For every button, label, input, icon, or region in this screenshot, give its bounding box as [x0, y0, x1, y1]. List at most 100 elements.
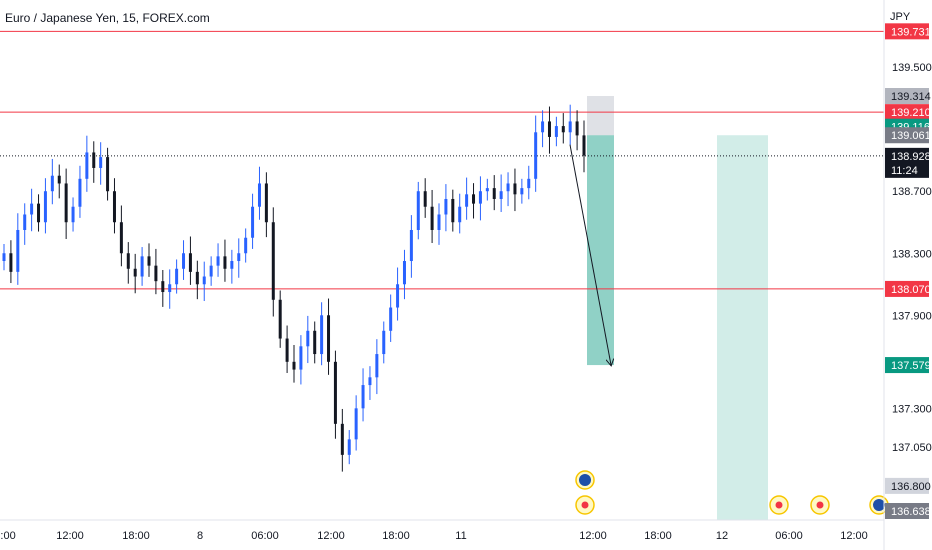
candle-body	[492, 188, 496, 199]
forecast-arrow	[569, 144, 611, 365]
price-badge-label: 138.070	[891, 284, 931, 296]
x-tick-label: 8	[197, 530, 203, 542]
candle-body	[133, 268, 137, 277]
x-tick-label: 12:00	[579, 530, 607, 542]
price-badge	[885, 88, 929, 104]
levels-layer	[0, 30, 884, 290]
candle-body	[264, 183, 268, 223]
candle-body	[244, 237, 248, 254]
price-badge-label: 137.579	[891, 360, 931, 372]
x-tick-label: 6:00	[0, 530, 16, 542]
x-tick-label: 18:00	[644, 530, 672, 542]
candle-body	[361, 385, 365, 409]
candle-body	[278, 299, 282, 339]
position-target-zone	[587, 135, 614, 366]
candle-body	[402, 261, 406, 285]
countdown-label: 11:24	[891, 165, 918, 177]
candle-body	[50, 175, 54, 192]
candle-body	[320, 315, 324, 355]
candle-body	[396, 284, 400, 308]
candle-body	[347, 439, 351, 455]
candle-body	[472, 194, 476, 204]
time-axis[interactable]: 6:00 12:00 18:00 8 06:00 12:00 18:00 11 12:00 18:…	[0, 530, 868, 542]
candle-body	[451, 198, 455, 223]
x-tick-label: 12:00	[840, 530, 868, 542]
candle-body	[506, 183, 510, 192]
candle-body	[437, 214, 441, 230]
candle-body	[2, 253, 6, 262]
candle-body	[478, 191, 482, 204]
candle-body	[271, 222, 275, 300]
candle-body	[161, 281, 165, 293]
candle-body	[513, 183, 517, 195]
candle-body	[368, 377, 372, 386]
current-price-label: 138.928	[891, 151, 931, 163]
candle-body	[37, 203, 41, 223]
candle-body	[182, 253, 186, 269]
candle-body	[416, 191, 420, 230]
price-axis[interactable]: 139.500 138.700 138.300 137.900 137.300 137.0…	[885, 23, 932, 519]
candle-body	[327, 315, 331, 362]
x-tick-label: 06:00	[775, 530, 803, 542]
candle-body	[112, 191, 116, 223]
event-dot-3-icon	[816, 501, 824, 509]
candle-body	[216, 256, 220, 266]
candle-body	[527, 178, 531, 189]
y-tick-label: 139.500	[892, 62, 932, 74]
candle-body	[9, 253, 13, 272]
candle-body	[71, 206, 75, 223]
candle-body	[202, 276, 206, 285]
y-tick-label: 138.300	[892, 248, 932, 260]
candle-body	[423, 191, 427, 207]
candle-body	[299, 346, 303, 370]
candle-body	[382, 330, 386, 355]
candle-body	[582, 135, 586, 156]
candle-body	[257, 183, 261, 207]
candle-body	[230, 261, 234, 269]
candle-body	[92, 152, 96, 168]
candle-body	[375, 354, 379, 378]
price-badge	[885, 23, 929, 40]
price-badge	[885, 503, 929, 519]
y-tick-label: 138.700	[892, 186, 932, 198]
x-tick-label: 12:00	[317, 530, 345, 542]
price-badge	[885, 477, 929, 494]
candle-body	[499, 191, 503, 199]
price-badge	[885, 104, 929, 121]
currency-label: JPY	[890, 11, 911, 23]
y-tick-label: 137.050	[892, 442, 932, 454]
candle-body	[168, 284, 172, 293]
candle-body	[30, 203, 34, 215]
x-tick-label: 12	[716, 530, 728, 542]
candle-body	[251, 206, 255, 238]
price-badge	[885, 357, 929, 374]
candle-body	[554, 126, 558, 137]
candle-body	[568, 121, 572, 133]
candle-body	[78, 178, 82, 207]
candle-body	[223, 256, 227, 269]
event-dot-2-icon	[775, 501, 783, 509]
x-tick-label: 06:00	[251, 530, 279, 542]
x-tick-label: 18:00	[122, 530, 150, 542]
chart-title: Euro / Japanese Yen, 15, FOREX.com	[5, 11, 210, 25]
price-badge-label: 136.638	[891, 506, 931, 518]
candle-body	[541, 121, 545, 133]
candle-body	[119, 222, 123, 254]
candle-body	[106, 157, 110, 192]
candle-body	[340, 423, 344, 455]
candle-body	[520, 188, 524, 195]
candle-body	[485, 188, 489, 192]
candle-body	[409, 229, 413, 262]
x-tick-label: 12:00	[56, 530, 84, 542]
y-tick-label: 137.900	[892, 310, 932, 322]
candle-body	[147, 256, 151, 266]
position-stop-zone	[587, 96, 614, 136]
price-badge-label: 139.210	[891, 107, 931, 119]
candle-body	[561, 126, 565, 133]
x-tick-label: 11	[455, 530, 466, 542]
event-flag-jp-icon	[873, 499, 885, 511]
zones-layer	[587, 96, 768, 521]
candle-body	[547, 121, 551, 137]
candle-body	[23, 214, 27, 230]
